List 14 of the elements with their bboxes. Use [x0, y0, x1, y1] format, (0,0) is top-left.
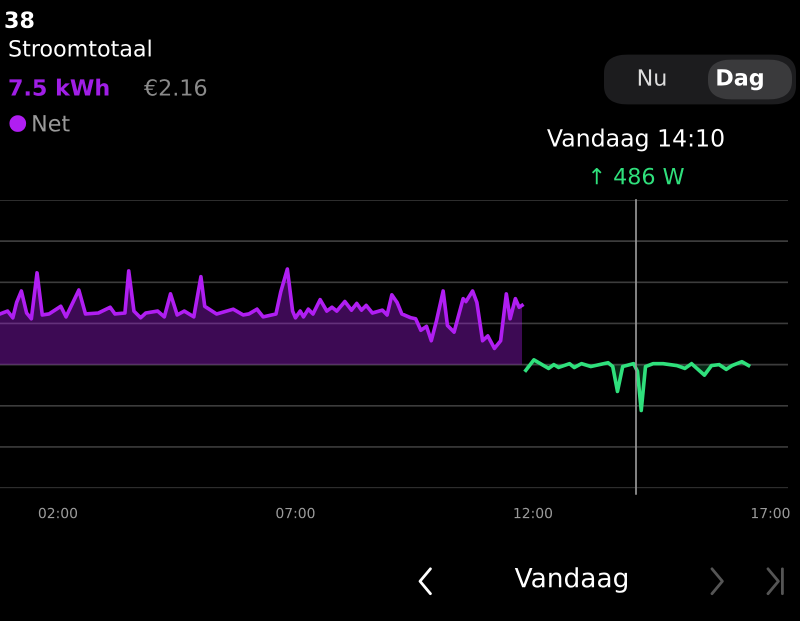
text: Dag	[717, 69, 763, 90]
chart-title: Stroomtotaal	[9, 40, 151, 57]
x-tick-label: 02:00	[38, 508, 78, 518]
text: Nu	[638, 69, 666, 86]
x-tick-label: 12:00	[514, 508, 552, 518]
text: ↑ 486 W	[592, 168, 684, 185]
x-tick-label: 07:00	[276, 508, 315, 518]
text: 38	[5, 11, 34, 28]
chart-subtitle: 7.5 kWh	[9, 78, 108, 96]
text: Vandaag	[514, 567, 627, 593]
ref-line-label: Vandaag 14:10	[547, 128, 724, 152]
x-tick-label: 17:00	[752, 508, 790, 518]
legend-label: Net	[33, 115, 70, 132]
text: €2.16	[144, 79, 206, 96]
